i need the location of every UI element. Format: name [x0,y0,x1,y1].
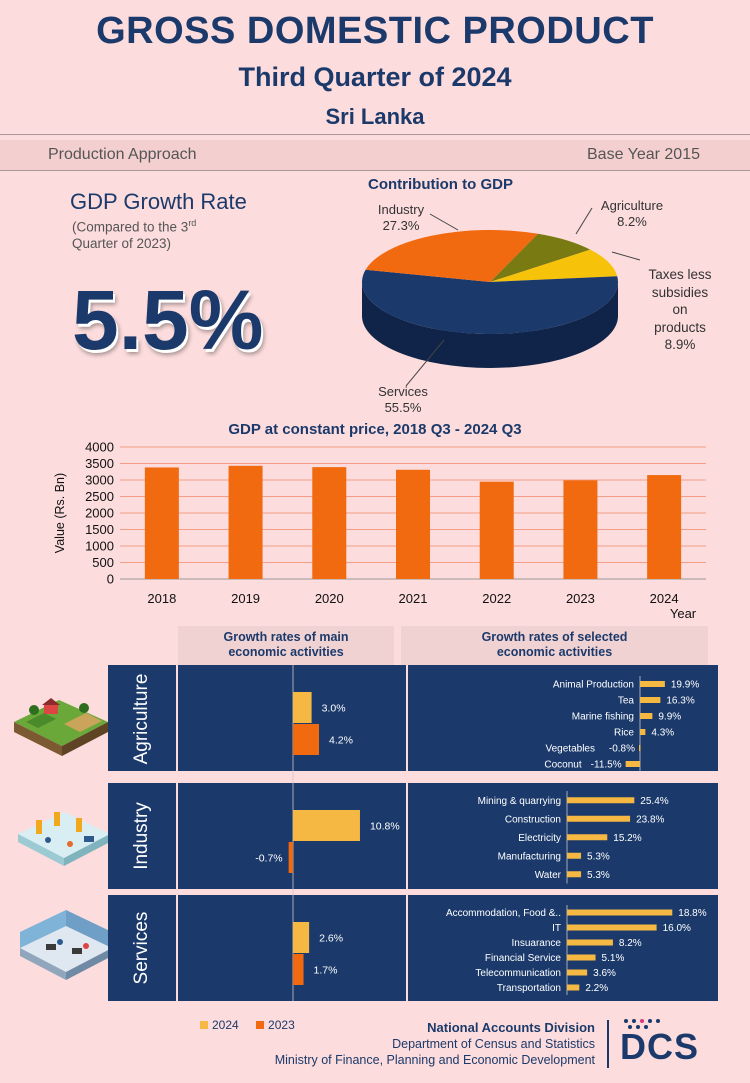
pie-side-services [362,282,618,368]
pie-label-industry-name: Industry [377,202,425,217]
header-main-activities-text: Growth rates of main economic activities [223,630,349,659]
industry-sector-box [108,783,176,889]
pie-label-agriculture-name: Agriculture [600,198,664,213]
footer-division: National Accounts Division [427,1020,595,1035]
growth-note-line1: (Compared to the 3 [72,219,189,235]
page-title: GROSS DOMESTIC PRODUCT [96,10,654,52]
x-tick-label: 2021 [399,591,428,606]
page-subtitle: Third Quarter of 2024 [238,62,512,92]
pie-title: Contribution to GDP [368,176,513,193]
legend: 2024 2023 [200,1018,295,1032]
growth-note-line2: Quarter of 2023) [72,235,172,251]
header-main-activities: Growth rates of main economic activities [178,626,394,666]
agriculture-panel [178,665,718,771]
legend-2024: 2024 [212,1018,239,1032]
growth-note-sup: rd [188,218,197,228]
header-selected-activities: Growth rates of selected economic activi… [401,626,708,666]
x-axis-label: Year [670,606,697,621]
bar-2023 [563,480,598,579]
pie-slice-services [362,269,618,334]
bar-chart-title: GDP at constant price, 2018 Q3 - 2024 Q3 [228,421,522,438]
x-tick-label: 2023 [566,591,595,606]
y-tick-label: 2500 [85,489,114,504]
x-tick-label: 2022 [482,591,511,606]
pie-label-services-name: Services [378,384,428,399]
pie-label-taxes-line2: subsidies [651,284,709,300]
pie-label-taxes-line1: Taxes less [648,267,712,282]
x-tick-label: 2024 [650,591,679,606]
pie-leader-services [405,339,445,387]
growth-value: 5.5% [72,273,264,367]
growth-title: GDP Growth Rate [70,189,247,214]
bar-2018 [144,467,179,579]
pie-label-services: Services 55.5% [368,384,438,416]
x-tick-label: 2019 [231,591,260,606]
x-tick-label: 2018 [147,591,176,606]
pie-label-industry: Industry 27.3% [368,202,434,234]
industry-illustration [18,812,110,866]
pie-label-services-value: 55.5% [384,400,422,415]
legend-2023-swatch [256,1021,265,1029]
y-tick-label: 4000 [85,440,114,455]
y-tick-label: 500 [92,555,114,570]
services-illustration [20,910,112,980]
divider [0,134,750,135]
pie-leader-taxes [611,251,641,261]
pie-leader-industry [429,213,459,231]
legend-2023: 2023 [268,1018,295,1032]
info-band [0,140,750,171]
agriculture-illustration [14,698,108,756]
pie-label-taxes: Taxes less subsidies on products 8.9% [640,266,720,354]
services-sector-label: Services [131,911,152,985]
industry-panel [178,783,718,889]
dcs-logo: DCS [620,1026,700,1067]
pie-label-taxes-value: 8.9% [664,337,696,352]
bar-2022 [479,481,514,579]
y-tick-label: 0 [107,572,114,587]
pie-label-agriculture: Agriculture 8.2% [590,198,674,230]
agriculture-sector-label: Agriculture [131,673,152,765]
legend-2024-swatch [200,1021,208,1029]
pie-slice-industry [365,230,538,282]
pie-chart [362,207,641,387]
footer-divider [607,1020,609,1068]
panel-separator [406,665,408,1001]
footer-ministry: Ministry of Finance, Planning and Econom… [274,1053,595,1067]
bar-2024 [647,475,682,579]
base-year-label: Base Year 2015 [587,146,700,163]
services-panel [178,895,718,1001]
agriculture-sector-box [108,665,176,771]
y-tick-label: 3000 [85,473,114,488]
y-tick-label: 1500 [85,522,114,537]
y-tick-label: 2000 [85,506,114,521]
industry-sector-label: Industry [131,802,152,870]
y-tick-label: 1000 [85,539,114,554]
bar-2019 [228,465,263,579]
pie-slice-taxes [490,249,618,282]
growth-note: (Compared to the 3rd Quarter of 2023) [72,215,252,252]
footer-department: Department of Census and Statistics [392,1037,595,1051]
pie-label-taxes-line3: on [672,302,688,317]
pie-label-agriculture-value: 8.2% [617,214,647,229]
y-tick-label: 3500 [85,456,114,471]
pie-slice-agriculture [490,233,591,282]
pie-label-industry-value: 27.3% [382,218,420,233]
approach-label: Production Approach [48,146,197,163]
y-axis-label: Value (Rs. Bn) [53,473,67,553]
pie-label-taxes-line4: products [654,319,706,335]
bar-2021 [396,469,430,579]
services-sector-box [108,895,176,1001]
country-label: Sri Lanka [325,104,425,129]
bar-2020 [312,467,347,579]
pie-leader-agriculture [575,207,593,235]
header-selected-activities-text: Growth rates of selected economic activi… [481,630,628,659]
dcs-logo-dots [624,1019,660,1029]
x-tick-label: 2020 [315,591,344,606]
